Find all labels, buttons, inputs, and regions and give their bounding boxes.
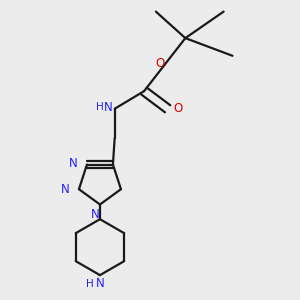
Text: N: N (96, 278, 104, 290)
Text: N: N (104, 101, 112, 114)
Text: N: N (69, 157, 78, 169)
Text: H: H (86, 279, 94, 289)
Text: O: O (156, 57, 165, 70)
Text: N: N (91, 208, 100, 221)
Text: H: H (96, 102, 104, 112)
Text: O: O (173, 102, 183, 115)
Text: N: N (61, 183, 70, 196)
